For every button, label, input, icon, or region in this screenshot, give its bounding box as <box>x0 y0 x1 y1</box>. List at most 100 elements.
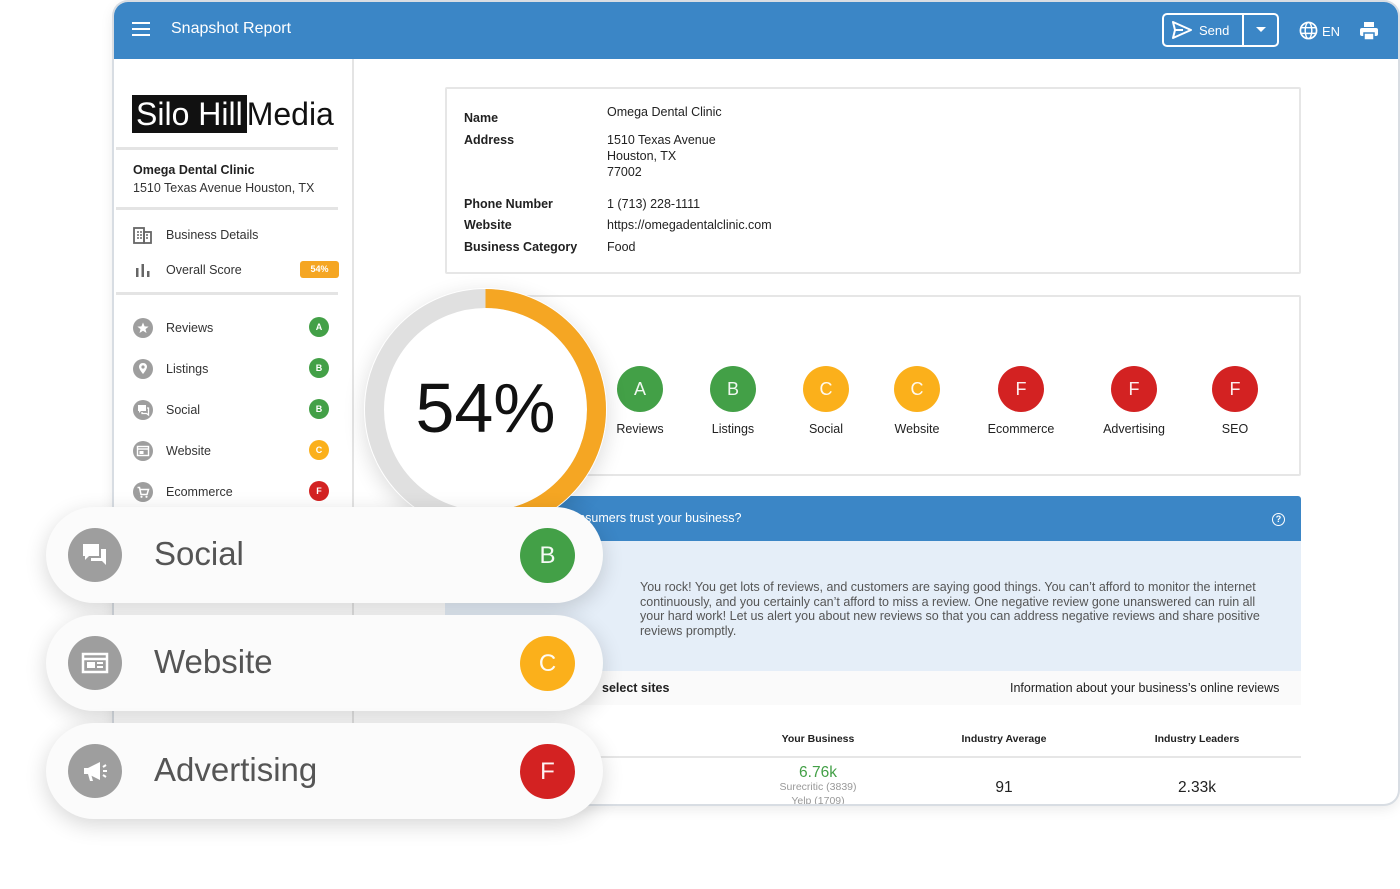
grade-badge: C <box>309 440 329 460</box>
detail-value-address-line3: 77002 <box>607 165 642 179</box>
send-button-group: Send <box>1162 13 1279 47</box>
detail-value-phone: 1 (713) 228-1111 <box>607 197 701 211</box>
cart-icon <box>133 482 153 502</box>
detail-value-address-line2: Houston, TX <box>607 149 677 163</box>
grade-item-listings[interactable]: B Listings <box>678 366 788 438</box>
grade-item-ecommerce[interactable]: F Ecommerce <box>966 366 1076 438</box>
reviews-question: consumers trust your business? <box>565 511 742 525</box>
grade-label: Ecommerce <box>987 422 1055 436</box>
send-label: Send <box>1199 23 1230 38</box>
grade-label: Social <box>808 422 844 436</box>
app-window: Snapshot Report Send EN Silo Hill Media <box>114 2 1398 804</box>
detail-value-address-line1: 1510 Texas Avenue <box>607 133 716 147</box>
bar-chart-icon <box>136 264 150 277</box>
website-icon <box>68 636 122 690</box>
sidebar-item-listings[interactable]: Listings B <box>133 358 333 380</box>
detail-label-website: Website <box>464 218 512 232</box>
grade-circle: C <box>803 366 849 412</box>
highlight-card-advertising[interactable]: Advertising F <box>46 723 603 819</box>
sidebar-business-name: Omega Dental Clinic <box>133 163 255 177</box>
column-header-industry-leaders: Industry Leaders <box>1154 733 1240 745</box>
highlight-label: Social <box>154 535 244 572</box>
sidebar-item-label: Business Details <box>166 228 259 242</box>
grade-item-social[interactable]: C Social <box>771 366 881 438</box>
star-icon <box>133 318 153 338</box>
grade-badge: F <box>309 481 329 501</box>
overall-score-value: 54% <box>415 369 556 447</box>
send-divider <box>1242 15 1244 45</box>
sidebar-item-reviews[interactable]: Reviews A <box>133 317 333 339</box>
highlight-grade: C <box>520 636 575 691</box>
sidebar-item-label: Ecommerce <box>166 485 233 499</box>
grade-badge: B <box>309 399 329 419</box>
sidebar-item-ecommerce[interactable]: Ecommerce F <box>133 481 333 503</box>
grade-item-website[interactable]: C Website <box>862 366 972 438</box>
language-label: EN <box>1322 24 1341 39</box>
sidebar-item-business-details[interactable]: Business Details <box>133 224 333 246</box>
detail-value-website[interactable]: https://omegadentalclinic.com <box>607 218 772 232</box>
sidebar-business-address: 1510 Texas Avenue Houston, TX <box>133 181 315 195</box>
sidebar-item-label: Social <box>166 403 201 417</box>
grade-circle: A <box>617 366 663 412</box>
print-icon[interactable] <box>1359 21 1379 41</box>
highlight-label: Website <box>154 643 273 680</box>
grade-circle: F <box>998 366 1044 412</box>
grade-circle: F <box>1111 366 1157 412</box>
top-bar: Snapshot Report Send EN <box>114 2 1398 59</box>
reviews-message: You rock! You get lots of reviews, and c… <box>640 580 1260 638</box>
industry-average-value: 91 <box>995 779 1013 796</box>
send-button[interactable]: Send <box>1164 15 1242 45</box>
send-dropdown-button[interactable] <box>1244 15 1277 45</box>
grade-item-seo[interactable]: F SEO <box>1180 366 1290 438</box>
highlight-card-website[interactable]: Website C <box>46 615 603 711</box>
overall-score-badge: 54% <box>300 261 339 278</box>
review-source: Yelp (1709) <box>791 795 845 804</box>
sidebar-item-overall-score[interactable]: Overall Score 54% <box>133 259 339 281</box>
column-header-your-business: Your Business <box>781 733 855 745</box>
sidebar-item-social[interactable]: Social B <box>133 399 333 421</box>
detail-label-name: Name <box>464 111 499 125</box>
sidebar-item-label: Overall Score <box>166 263 242 277</box>
grade-badge: A <box>309 317 329 337</box>
industry-leaders-value: 2.33k <box>1178 779 1216 796</box>
grade-label: Listings <box>711 422 755 436</box>
app-title: Snapshot Report <box>171 20 292 37</box>
reviews-subheading: select sites <box>602 681 670 695</box>
your-business-value: 6.76k <box>799 764 837 781</box>
sidebar-divider <box>116 207 338 210</box>
website-icon <box>133 441 153 461</box>
sidebar-item-website[interactable]: Website C <box>133 440 333 462</box>
grade-item-advertising[interactable]: F Advertising <box>1079 366 1189 438</box>
menu-icon[interactable] <box>132 22 150 36</box>
grade-label: Advertising <box>1103 422 1165 436</box>
grade-label: Reviews <box>616 422 664 436</box>
highlight-card-social[interactable]: Social B <box>46 507 603 603</box>
building-icon <box>133 227 152 244</box>
sidebar-item-label: Listings <box>166 362 209 376</box>
brand-logo: Silo Hill Media <box>132 95 334 133</box>
sidebar-item-label: Website <box>166 444 211 458</box>
megaphone-icon <box>68 744 122 798</box>
grade-label: SEO <box>1221 422 1249 436</box>
highlight-label: Advertising <box>154 751 318 788</box>
grade-circle: B <box>710 366 756 412</box>
send-icon <box>1172 21 1192 39</box>
detail-label-phone: Phone Number <box>464 197 553 211</box>
brand-logo-part2: Media <box>246 96 334 132</box>
column-header-industry-average: Industry Average <box>961 733 1047 745</box>
brand-logo-part1: Silo Hill <box>132 95 247 133</box>
business-details-card: Name Omega Dental Clinic Address 1510 Te… <box>445 87 1301 274</box>
globe-icon <box>1299 21 1318 40</box>
grade-badge: B <box>309 358 329 378</box>
chat-icon <box>133 400 153 420</box>
sidebar-divider <box>116 147 338 150</box>
location-pin-icon <box>133 359 153 379</box>
grade-item-reviews[interactable]: A Reviews <box>585 366 695 438</box>
review-source: Surecritic (3839) <box>779 781 857 793</box>
grade-label: Website <box>894 422 940 436</box>
sidebar: Silo Hill Media Omega Dental Clinic 1510 … <box>114 59 354 804</box>
table-header-divider <box>445 756 1301 758</box>
help-icon[interactable]: ? <box>1272 513 1285 526</box>
detail-value-name: Omega Dental Clinic <box>607 105 722 119</box>
